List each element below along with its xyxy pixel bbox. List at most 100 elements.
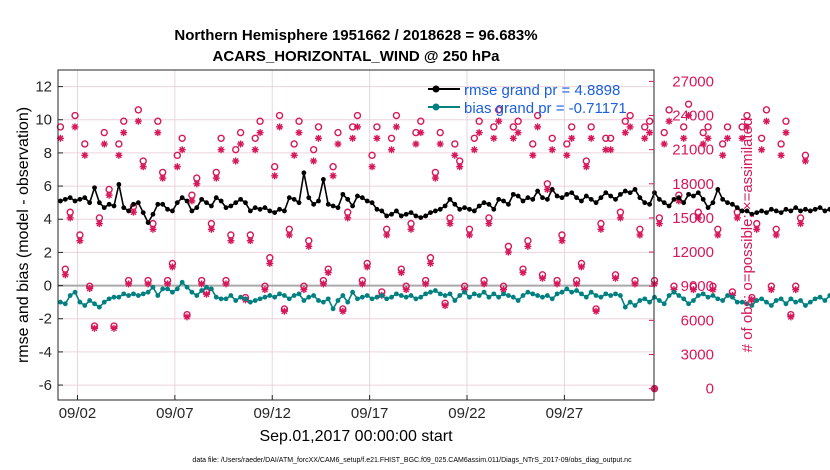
obs-possible-marker	[684, 100, 693, 108]
bias-point	[807, 299, 813, 305]
bias-point	[564, 286, 570, 292]
rmse-point	[569, 190, 575, 196]
obs-assimilated-marker	[607, 146, 615, 154]
bias-point	[598, 294, 604, 300]
rmse-point	[798, 208, 803, 214]
rmse-point	[783, 206, 789, 212]
rmse-point	[408, 210, 414, 216]
rmse-point	[656, 196, 662, 202]
obs-possible-marker	[494, 106, 503, 114]
obs-assimilated-marker	[144, 280, 152, 288]
bias-point	[335, 298, 341, 303]
obs-possible-marker	[743, 111, 751, 120]
asterisk-stroke	[140, 163, 147, 170]
obs-possible-marker	[232, 145, 240, 154]
rmse-point	[282, 208, 287, 214]
rmse-point	[773, 208, 779, 214]
rmse-point	[184, 198, 190, 204]
asterisk-stroke	[622, 129, 629, 136]
bias-point	[793, 299, 799, 305]
rmse-point	[476, 203, 482, 209]
bias-point	[252, 298, 258, 303]
rmse-point	[788, 208, 794, 214]
asterisk-stroke	[773, 232, 780, 238]
obs-assimilated-marker	[548, 146, 556, 154]
obs-assimilated-marker	[792, 286, 800, 294]
obs-assimilated-marker	[76, 237, 84, 245]
bias-point	[715, 296, 721, 302]
bias-point	[574, 288, 579, 293]
asterisk-stroke	[544, 186, 551, 193]
rmse-point	[213, 195, 219, 201]
rmse-point	[96, 200, 102, 206]
rmse-point	[544, 196, 550, 202]
bias-point	[184, 284, 190, 290]
rmse-point	[627, 190, 633, 196]
bias-point	[549, 296, 555, 302]
rmse-point	[296, 200, 302, 206]
asterisk-stroke	[154, 129, 161, 136]
x-tick-label: 09/12	[253, 405, 291, 422]
obs-assimilated-marker	[300, 286, 308, 294]
asterisk-stroke	[227, 237, 234, 244]
obs-assimilated-marker	[397, 269, 405, 277]
bias-point	[540, 294, 545, 300]
obs-assimilated-marker	[168, 263, 176, 271]
y-tick-label: 6	[44, 178, 52, 195]
x-axis-label: Sep.01,2017 00:00:00 start	[259, 428, 453, 445]
rmse-point	[82, 195, 88, 201]
rmse-point	[252, 205, 258, 211]
obs-possible-marker	[606, 134, 615, 142]
bias-point	[695, 293, 701, 298]
y-axis-label: rmse and bias (model - observation)	[15, 107, 32, 363]
bias-point	[189, 289, 195, 295]
obs-possible-marker	[329, 163, 337, 171]
bias-point	[535, 293, 541, 298]
asterisk-stroke	[203, 291, 210, 298]
rmse-point	[540, 195, 545, 201]
rmse-point	[734, 205, 740, 211]
obs-possible-marker	[796, 214, 805, 222]
rmse-point	[574, 195, 579, 201]
axis-ticks: -6 -4 -2 0 2 4 6 8 10 12 09/02 09/07 09/12 09/17 09/22…	[35, 73, 714, 422]
bias-point	[705, 294, 711, 300]
obs-assimilated-marker	[120, 129, 128, 137]
rmse-point	[155, 201, 161, 207]
obs-assimilated-marker	[777, 151, 785, 159]
asterisk-stroke	[612, 275, 619, 282]
y-tick-label: 2	[44, 244, 52, 261]
obs-assimilated-marker	[105, 191, 113, 199]
rmse-point	[647, 201, 653, 207]
bias-point	[233, 298, 239, 303]
obs-possible-marker	[178, 134, 186, 142]
asterisk-stroke	[636, 232, 643, 238]
obs-possible-marker	[436, 128, 444, 137]
bias-point	[101, 299, 107, 305]
asterisk-stroke	[787, 313, 794, 320]
asterisk-stroke	[447, 220, 453, 227]
rmse-point	[350, 203, 355, 209]
bias-point	[384, 296, 390, 302]
rmse-point	[330, 203, 336, 209]
obs-assimilated-marker	[193, 180, 201, 188]
obs-assimilated-marker	[373, 134, 381, 142]
rmse-point	[671, 196, 677, 202]
rmse-point	[618, 191, 623, 197]
asterisk-stroke	[783, 129, 789, 136]
bias-point	[306, 294, 312, 300]
bias-point	[496, 294, 502, 300]
bias-point	[608, 293, 614, 298]
bias-point	[803, 303, 808, 308]
asterisk-stroke	[510, 135, 517, 142]
asterisk-stroke	[237, 141, 244, 147]
obs-assimilated-marker	[753, 225, 761, 233]
rmse-point	[277, 206, 282, 212]
rmse-point	[389, 211, 394, 217]
rmse-point	[413, 213, 419, 219]
obs-possible-marker	[309, 145, 318, 154]
rmse-point	[194, 205, 200, 211]
obs-assimilated-marker	[714, 231, 722, 239]
asterisk-stroke	[320, 280, 327, 287]
y-tick-label: 12	[35, 79, 52, 96]
rmse-point	[515, 193, 521, 199]
